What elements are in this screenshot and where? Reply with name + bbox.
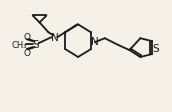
Text: S: S xyxy=(32,40,39,50)
Text: O: O xyxy=(23,48,30,57)
Text: CH₃: CH₃ xyxy=(11,40,27,49)
Text: O: O xyxy=(23,32,30,41)
Text: S: S xyxy=(153,44,159,54)
Text: N: N xyxy=(51,33,58,43)
Text: N: N xyxy=(91,37,99,47)
